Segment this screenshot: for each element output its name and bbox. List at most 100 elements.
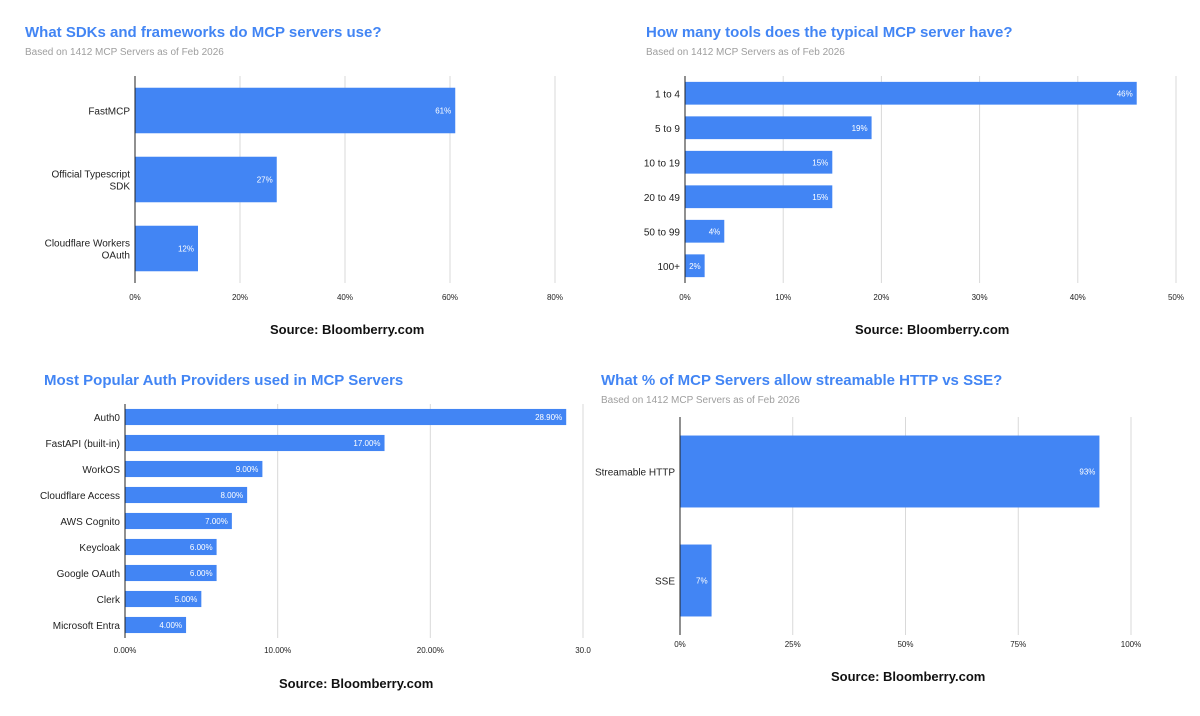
data-label: 4.00%: [159, 621, 182, 630]
category-label: Clerk: [97, 595, 121, 606]
category-label: Official Typescript: [51, 170, 130, 181]
data-label: 7.00%: [205, 517, 228, 526]
x-tick-label: 30%: [972, 293, 988, 302]
data-label: 15%: [812, 158, 828, 167]
category-label: OAuth: [102, 251, 130, 262]
x-tick-label: 80%: [547, 293, 563, 302]
data-label: 19%: [852, 124, 868, 133]
category-label: Keycloak: [79, 543, 121, 554]
chart-source: Source: Bloomberry.com: [270, 322, 425, 337]
bar: [135, 87, 456, 134]
chart-title: How many tools does the typical MCP serv…: [646, 24, 1013, 41]
bar: [685, 150, 833, 174]
data-label: 15%: [812, 193, 828, 202]
bar: [685, 81, 1137, 105]
category-label: SDK: [109, 182, 130, 193]
data-label: 7%: [696, 577, 708, 586]
x-tick-label: 0.00%: [114, 646, 137, 655]
x-tick-label: 20%: [873, 293, 889, 302]
chart-source: Source: Bloomberry.com: [855, 322, 1010, 337]
chart-title: What % of MCP Servers allow streamable H…: [601, 372, 1003, 389]
x-tick-label: 0%: [129, 293, 141, 302]
data-label: 2%: [689, 262, 701, 271]
x-tick-label: 0%: [679, 293, 691, 302]
x-tick-label: 20.00%: [417, 646, 444, 655]
x-tick-label: 10%: [775, 293, 791, 302]
category-label: Microsoft Entra: [53, 621, 121, 632]
bar: [125, 486, 248, 504]
bar: [125, 512, 232, 530]
bar: [125, 616, 187, 634]
chart-plot: 0% 20% 40% 60% 80% 61% FastMCP 27% Official Type…: [45, 76, 563, 302]
category-label: Auth0: [94, 413, 121, 424]
bar: [685, 116, 872, 140]
data-label: 6.00%: [190, 543, 213, 552]
chart-plot: 0.00% 10.00% 20.00% 30.0 28.90% Auth0 17.00% Fa…: [40, 404, 591, 655]
chart-panel-tools: How many tools does the typical MCP serv…: [600, 0, 1200, 358]
x-tick-label: 30.0: [575, 646, 591, 655]
category-label: Google OAuth: [57, 569, 120, 580]
category-label: AWS Cognito: [60, 517, 120, 528]
bar: [125, 434, 385, 452]
x-tick-label: 50%: [1168, 293, 1184, 302]
chart-plot: 0% 10% 20% 30% 40% 50% 46% 1 to 4 19% 5 to 9 15% 10…: [644, 76, 1184, 302]
chart-title: What SDKs and frameworks do MCP servers …: [25, 24, 382, 41]
bar: [125, 460, 263, 478]
category-label: Cloudflare Workers: [45, 239, 130, 250]
data-label: 61%: [435, 107, 451, 116]
category-label: Streamable HTTP: [595, 468, 675, 479]
category-label: 10 to 19: [644, 158, 681, 169]
data-label: 5.00%: [175, 595, 198, 604]
chart-panel-transport: What % of MCP Servers allow streamable H…: [595, 358, 1200, 716]
bar: [680, 544, 712, 617]
x-tick-label: 40%: [1070, 293, 1086, 302]
category-label: SSE: [655, 577, 675, 588]
category-label: 50 to 99: [644, 227, 681, 238]
bar: [125, 408, 567, 426]
bar: [135, 225, 198, 272]
category-label: 20 to 49: [644, 193, 681, 204]
data-label: 9.00%: [236, 465, 259, 474]
bar: [125, 538, 217, 556]
category-label: 1 to 4: [655, 89, 680, 100]
category-label: Cloudflare Access: [40, 491, 120, 502]
chart-subtitle: Based on 1412 MCP Servers as of Feb 2026: [25, 47, 224, 58]
bar: [680, 435, 1100, 508]
category-label: 5 to 9: [655, 124, 680, 135]
bar: [685, 254, 705, 278]
x-tick-label: 20%: [232, 293, 248, 302]
chart-subtitle: Based on 1412 MCP Servers as of Feb 2026: [646, 47, 845, 58]
x-tick-label: 75%: [1010, 640, 1026, 649]
bar: [685, 185, 833, 209]
category-label: FastAPI (built-in): [46, 439, 120, 450]
chart-source: Source: Bloomberry.com: [279, 676, 434, 691]
data-label: 17.00%: [353, 439, 380, 448]
x-tick-label: 0%: [674, 640, 686, 649]
bar: [125, 564, 217, 582]
chart-panel-auth: Most Popular Auth Providers used in MCP …: [0, 358, 600, 716]
chart-subtitle: Based on 1412 MCP Servers as of Feb 2026: [601, 395, 800, 406]
bar: [135, 156, 277, 203]
x-tick-label: 40%: [337, 293, 353, 302]
x-tick-label: 100%: [1121, 640, 1141, 649]
data-label: 12%: [178, 245, 194, 254]
data-label: 46%: [1117, 89, 1133, 98]
x-tick-label: 10.00%: [264, 646, 291, 655]
data-label: 8.00%: [220, 491, 243, 500]
x-tick-label: 25%: [785, 640, 801, 649]
category-label: FastMCP: [88, 107, 130, 118]
category-label: 100+: [657, 262, 680, 273]
chart-panel-sdks: What SDKs and frameworks do MCP servers …: [0, 0, 600, 358]
data-label: 93%: [1079, 468, 1095, 477]
data-label: 28.90%: [535, 413, 562, 422]
x-tick-label: 60%: [442, 293, 458, 302]
chart-source: Source: Bloomberry.com: [831, 669, 986, 684]
category-label: WorkOS: [82, 465, 120, 476]
x-tick-label: 50%: [897, 640, 913, 649]
chart-plot: 0% 25% 50% 75% 100% 93% Streamable HTTP 7% SSE: [595, 417, 1141, 649]
data-label: 6.00%: [190, 569, 213, 578]
bar: [125, 590, 202, 608]
chart-title: Most Popular Auth Providers used in MCP …: [44, 372, 404, 389]
data-label: 4%: [709, 227, 721, 236]
bar: [685, 219, 725, 243]
